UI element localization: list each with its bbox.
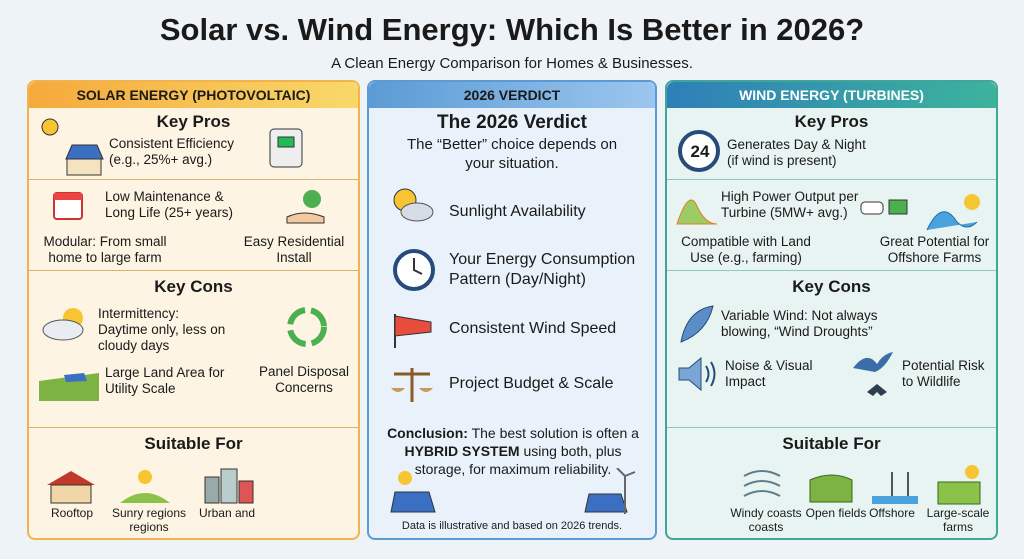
suitable-label: Open fields bbox=[805, 506, 867, 520]
icon-inverter bbox=[269, 128, 303, 168]
conclusion-lead: Conclusion: bbox=[387, 425, 468, 441]
icon-calendar bbox=[53, 192, 83, 220]
icon-recycle bbox=[287, 307, 327, 347]
icon-feather bbox=[680, 305, 714, 343]
section-title: Key Pros bbox=[794, 112, 869, 131]
suitable-label: Windy coasts coasts bbox=[730, 506, 802, 534]
divider bbox=[667, 179, 996, 180]
factor: Sunlight Availability bbox=[449, 203, 586, 220]
solar-heading: SOLAR ENERGY (PHOTOVOLTAIC) bbox=[29, 82, 358, 108]
icon-land bbox=[39, 373, 99, 401]
icon-power-chart bbox=[676, 199, 718, 225]
section-title: Key Cons bbox=[792, 277, 871, 296]
section-title: Suitable For bbox=[144, 434, 243, 453]
icon-solar-house bbox=[41, 118, 104, 176]
conclusion: Conclusion: The best solution is often a… bbox=[379, 424, 647, 478]
title: Solar vs. Wind Energy: Which Is Better i… bbox=[159, 12, 865, 47]
clock-label: 24 bbox=[690, 142, 710, 161]
icon-clock bbox=[393, 249, 435, 291]
suitable-label: Rooftop bbox=[50, 506, 94, 520]
pro-text: Easy Residential Install bbox=[243, 234, 345, 265]
pro-text: Modular: From small home to large farm bbox=[43, 234, 167, 265]
pro-text: Compatible with Land Use (e.g., farming) bbox=[681, 234, 811, 265]
pro-text: High Power Output per Turbine (5MW+ avg.… bbox=[721, 189, 859, 220]
suitable-label: Sunry regions regions bbox=[111, 506, 187, 534]
suitable-label: Offshore bbox=[869, 506, 915, 520]
conclusion-text: The best solution is often a bbox=[471, 425, 639, 441]
icons-suitable bbox=[47, 468, 254, 504]
con-text: Panel Disposal Concerns bbox=[258, 364, 350, 395]
divider bbox=[667, 270, 996, 271]
pro-text: Generates Day & Night (if wind is presen… bbox=[727, 137, 866, 168]
con-text: Large Land Area for Utility Scale bbox=[105, 365, 225, 396]
verdict-heading: 2026 VERDICT bbox=[369, 82, 655, 108]
icons-suitable bbox=[743, 465, 981, 505]
wind-heading: WIND ENERGY (TURBINES) bbox=[667, 82, 996, 108]
icon-clock-24 bbox=[678, 130, 720, 172]
pro-text: Consistent Efficiency (e.g., 25%+ avg.) bbox=[109, 136, 235, 167]
con-text: Variable Wind: Not always blowing, “Wind… bbox=[721, 308, 878, 339]
verdict-intro: The “Better” choice depends on your situ… bbox=[406, 136, 618, 172]
pro-text: Low Maintenance & Long Life (25+ years) bbox=[105, 189, 233, 220]
section-title: Suitable For bbox=[782, 434, 881, 453]
divider bbox=[29, 427, 358, 428]
con-text: Potential Risk to Wildlife bbox=[902, 358, 985, 389]
suitable-label: Large-scale farms bbox=[926, 506, 990, 534]
subtitle: A Clean Energy Comparison for Homes & Bu… bbox=[331, 55, 693, 72]
icons-farm-offshore bbox=[860, 194, 980, 231]
footnote: Data is illustrative and based on 2026 t… bbox=[401, 520, 623, 532]
icon-hand-check bbox=[286, 190, 325, 224]
factor: Project Budget & Scale bbox=[449, 375, 614, 392]
verdict-panel: 2026 VERDICT The 2026 Verdict The “Bette… bbox=[367, 80, 657, 540]
con-text: Noise & Visual Impact bbox=[725, 358, 813, 389]
factor: Your Energy Consumption Pattern (Day/Nig… bbox=[449, 251, 636, 288]
icon-windsock bbox=[394, 314, 432, 348]
verdict-title: The 2026 Verdict bbox=[437, 112, 587, 133]
wind-panel: WIND ENERGY (TURBINES) Key Pros 24 Gener… bbox=[665, 80, 998, 540]
factor: Consistent Wind Speed bbox=[449, 320, 617, 337]
icon-wildlife bbox=[853, 352, 893, 396]
section-title: Key Pros bbox=[156, 112, 231, 131]
icons-hybrid bbox=[390, 468, 636, 514]
suitable-label: Urban and bbox=[198, 506, 256, 520]
divider bbox=[29, 179, 358, 180]
section-title: Key Cons bbox=[154, 277, 233, 296]
con-text: Intermittency: Daytime only, less on clo… bbox=[98, 306, 226, 353]
conclusion-text: using both, plus storage, for maximum re… bbox=[414, 443, 622, 477]
icon-cloud-moon bbox=[42, 308, 84, 341]
icon-scale bbox=[391, 368, 433, 402]
icon-sun-cloud bbox=[393, 188, 434, 222]
divider bbox=[667, 427, 996, 428]
pro-text: Great Potential for Offshore Farms bbox=[879, 234, 990, 265]
icon-speaker bbox=[678, 356, 716, 392]
solar-panel: SOLAR ENERGY (PHOTOVOLTAIC) Key Pros Con… bbox=[27, 80, 360, 540]
divider bbox=[29, 270, 358, 271]
conclusion-emphasis: HYBRID SYSTEM bbox=[404, 443, 520, 459]
